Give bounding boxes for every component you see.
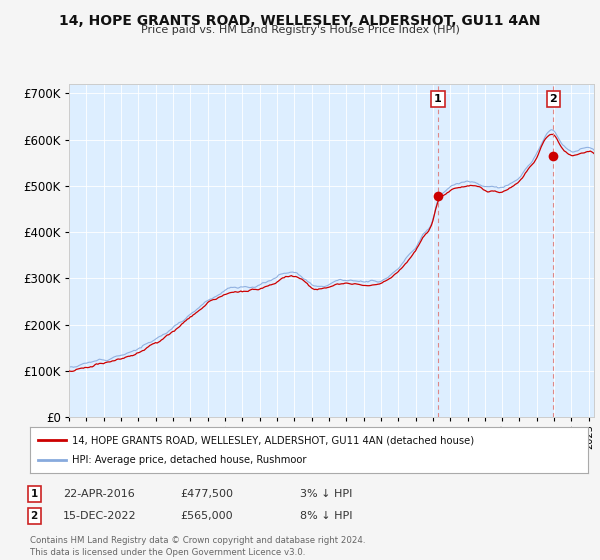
Text: 8% ↓ HPI: 8% ↓ HPI [300, 511, 353, 521]
Text: 15-DEC-2022: 15-DEC-2022 [63, 511, 137, 521]
Text: 3% ↓ HPI: 3% ↓ HPI [300, 489, 352, 499]
Text: 2: 2 [550, 94, 557, 104]
Text: 22-APR-2016: 22-APR-2016 [63, 489, 135, 499]
Text: 14, HOPE GRANTS ROAD, WELLESLEY, ALDERSHOT, GU11 4AN: 14, HOPE GRANTS ROAD, WELLESLEY, ALDERSH… [59, 14, 541, 28]
Text: Price paid vs. HM Land Registry's House Price Index (HPI): Price paid vs. HM Land Registry's House … [140, 25, 460, 35]
Text: 1: 1 [31, 489, 38, 499]
Text: 14, HOPE GRANTS ROAD, WELLESLEY, ALDERSHOT, GU11 4AN (detached house): 14, HOPE GRANTS ROAD, WELLESLEY, ALDERSH… [72, 435, 474, 445]
Text: £477,500: £477,500 [180, 489, 233, 499]
Text: Contains HM Land Registry data © Crown copyright and database right 2024.
This d: Contains HM Land Registry data © Crown c… [30, 536, 365, 557]
Text: 2: 2 [31, 511, 38, 521]
Text: HPI: Average price, detached house, Rushmoor: HPI: Average price, detached house, Rush… [72, 455, 307, 465]
Text: £565,000: £565,000 [180, 511, 233, 521]
Text: 1: 1 [434, 94, 442, 104]
